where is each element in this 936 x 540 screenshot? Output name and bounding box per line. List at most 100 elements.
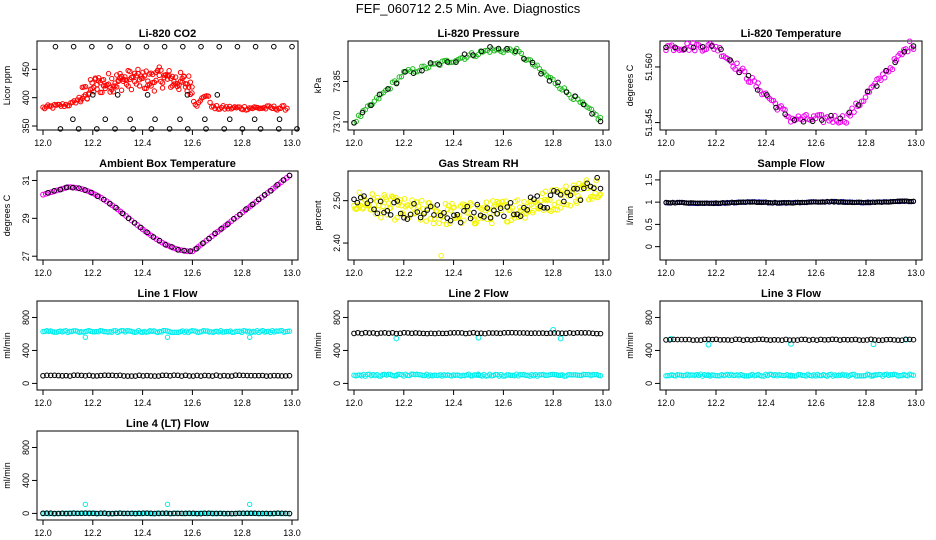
data-point: [414, 209, 421, 215]
data-point: [234, 43, 241, 50]
data-point: [537, 203, 544, 210]
data-point: [63, 372, 69, 379]
data-point: [593, 330, 600, 337]
x-tick-label: 12.6: [184, 138, 202, 148]
series-secondary: [40, 372, 293, 379]
data-point: [86, 372, 93, 379]
data-point: [158, 67, 164, 73]
data-point: [358, 330, 365, 337]
data-point: [788, 340, 794, 347]
data-point: [118, 87, 125, 93]
data-point: [557, 335, 564, 342]
data-point: [493, 330, 500, 336]
data-point: [380, 203, 386, 210]
x-tick-label: 12.2: [84, 398, 102, 408]
data-point: [125, 43, 132, 50]
data-point: [502, 198, 509, 204]
data-point: [482, 330, 488, 337]
data-point: [539, 330, 546, 336]
data-point: [113, 204, 119, 211]
data-point: [504, 204, 511, 210]
data-point: [505, 329, 511, 336]
data-point: [252, 510, 258, 517]
data-point: [70, 43, 77, 50]
data-point: [910, 43, 917, 49]
x-tick-label: 12.8: [233, 398, 251, 408]
data-point: [100, 196, 107, 203]
data-point: [351, 196, 357, 203]
data-point: [128, 86, 135, 93]
data-point: [786, 337, 793, 343]
data-point: [109, 510, 116, 517]
y-axis-label: degrees C: [625, 64, 635, 106]
data-point: [172, 81, 179, 87]
data-point: [178, 373, 185, 379]
data-point: [138, 224, 144, 231]
data-point: [432, 330, 438, 337]
x-tick-label: 12.2: [395, 268, 413, 278]
y-tick-label: 0: [644, 381, 654, 386]
panel-co2: Li-820 CO2 12.0 12.2 12.4 12.6 12.8 13.0 350 400…: [2, 28, 301, 148]
data-point: [374, 330, 380, 337]
data-point: [794, 337, 801, 343]
data-point: [152, 116, 158, 123]
data-point: [416, 330, 423, 336]
data-point: [788, 372, 794, 378]
data-point: [674, 371, 681, 378]
panel-title: Line 2 Flow: [449, 288, 509, 300]
y-tick-label: 27: [21, 251, 31, 261]
y-tick-label: 800: [332, 310, 342, 325]
data-point: [286, 328, 293, 334]
data-point: [778, 372, 784, 378]
data-point: [550, 326, 557, 333]
data-point: [407, 211, 414, 218]
data-point: [394, 214, 400, 221]
data-point: [232, 510, 239, 517]
data-point: [368, 102, 374, 109]
x-tick-label: 12.0: [34, 138, 52, 148]
x-tick-label: 12.4: [445, 138, 463, 148]
data-point: [180, 43, 186, 50]
data-point: [470, 329, 477, 336]
data-point: [124, 373, 131, 379]
data-point: [570, 330, 577, 337]
data-point: [860, 337, 867, 343]
data-point: [589, 111, 595, 117]
y-tick-label: 51.545: [644, 109, 654, 137]
x-tick-label: 12.4: [134, 528, 152, 538]
data-point: [440, 217, 447, 224]
data-point: [754, 87, 761, 93]
data-point: [818, 111, 825, 118]
data-point: [507, 372, 514, 379]
x-tick-label: 12.2: [707, 268, 725, 278]
data-point: [564, 201, 570, 208]
data-point: [767, 337, 774, 343]
data-point: [239, 126, 246, 132]
data-point: [551, 201, 558, 208]
data-point: [150, 234, 157, 240]
data-point: [543, 197, 550, 204]
y-tick-label: 2.40: [332, 234, 342, 252]
y-tick-label: 350: [21, 119, 31, 134]
data-point: [186, 373, 193, 379]
series-secondary: [351, 44, 604, 126]
data-point: [512, 330, 519, 336]
data-point: [78, 372, 85, 379]
data-point: [47, 510, 54, 516]
data-point: [148, 510, 154, 517]
data-point: [236, 510, 243, 517]
data-point: [755, 80, 761, 86]
x-tick-label: 12.2: [395, 138, 413, 148]
data-point: [432, 61, 439, 67]
data-point: [52, 43, 59, 50]
data-point: [488, 220, 495, 227]
data-point: [529, 59, 536, 66]
data-point: [397, 210, 404, 217]
data-point: [268, 187, 274, 194]
data-point: [130, 126, 137, 132]
data-point: [86, 510, 93, 517]
data-point: [202, 116, 208, 123]
data-point: [713, 372, 719, 379]
data-point: [551, 330, 558, 336]
